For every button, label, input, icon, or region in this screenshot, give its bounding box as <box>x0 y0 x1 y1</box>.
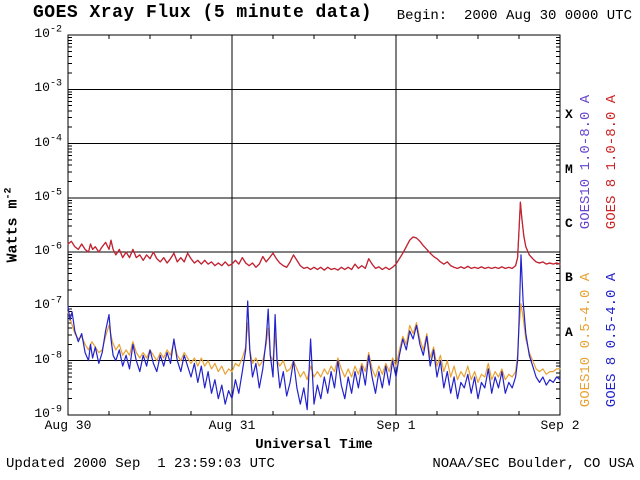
flare-class-b: B <box>565 270 573 285</box>
x-tick-sep2: Sep 2 <box>540 418 580 433</box>
x-tick-sep1: Sep 1 <box>376 418 416 433</box>
x-axis-label: Universal Time <box>255 437 373 453</box>
flare-class-a: A <box>565 325 573 340</box>
flare-class-m: M <box>565 162 573 177</box>
y-tick-1e-7: 10-7 <box>34 295 62 312</box>
y-tick-1e-9: 10-9 <box>34 404 62 421</box>
updated-timestamp: Updated 2000 Sep 1 23:59:03 UTC <box>6 456 275 472</box>
y-tick-1e-4: 10-4 <box>34 133 62 150</box>
begin-timestamp: Begin: 2000 Aug 30 0000 UTC <box>396 8 632 24</box>
legend-goes8-long: GOES 8 1.0-8.0 A <box>603 94 620 230</box>
legend-goes8-short: GOES 8 0.5-4.0 A <box>603 272 620 408</box>
y-tick-1e-8: 10-8 <box>34 350 62 367</box>
flare-class-x: X <box>565 107 573 122</box>
flare-class-c: C <box>565 216 573 231</box>
legend-goes10-long: GOES10 1.0-8.0 A <box>577 94 594 230</box>
x-tick-aug30: Aug 30 <box>44 418 92 433</box>
x-tick-aug31: Aug 31 <box>208 418 256 433</box>
y-tick-1e-6: 10-6 <box>34 241 62 258</box>
y-tick-1e-2: 10-2 <box>34 24 62 41</box>
chart-title: GOES Xray Flux (5 minute data) <box>33 3 373 23</box>
y-tick-1e-5: 10-5 <box>34 187 62 204</box>
source-credit: NOAA/SEC Boulder, CO USA <box>432 456 634 472</box>
y-tick-1e-3: 10-3 <box>34 78 62 95</box>
legend-goes10-short: GOES10 0.5-4.0 A <box>577 272 594 408</box>
